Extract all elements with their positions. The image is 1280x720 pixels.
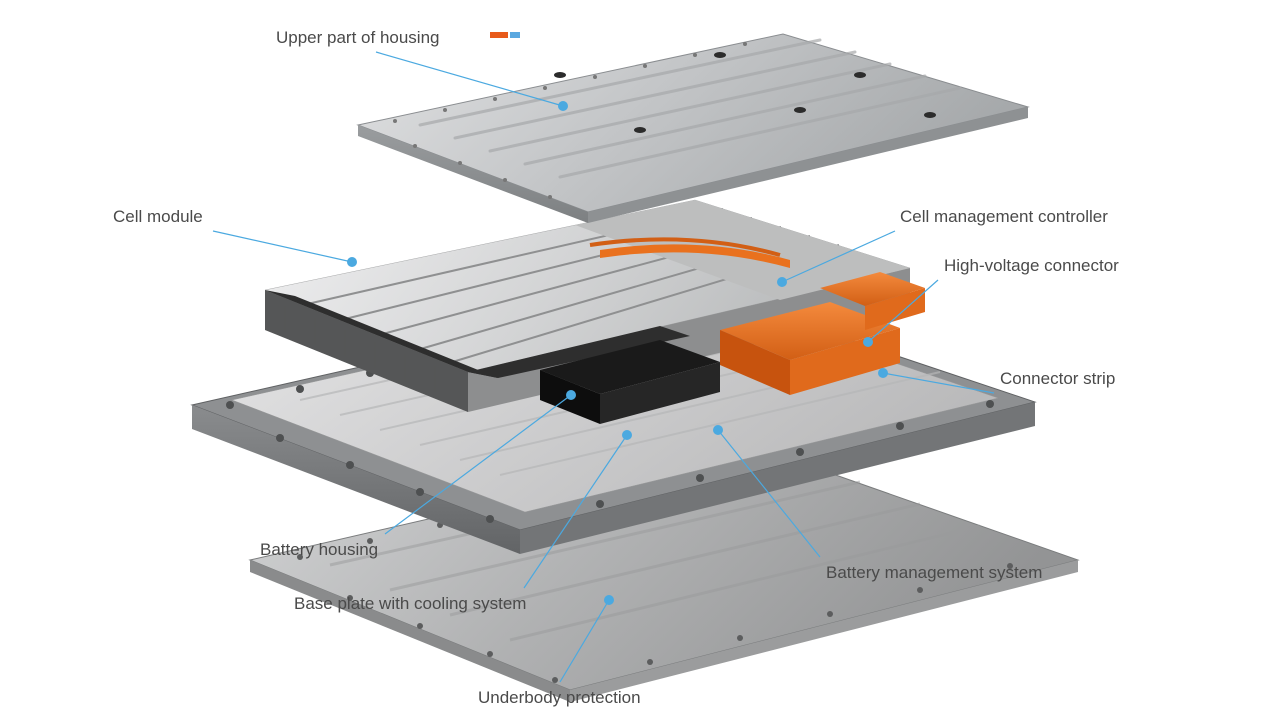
battery-exploded-diagram (0, 0, 1280, 720)
upper-housing-cover (358, 32, 1028, 223)
